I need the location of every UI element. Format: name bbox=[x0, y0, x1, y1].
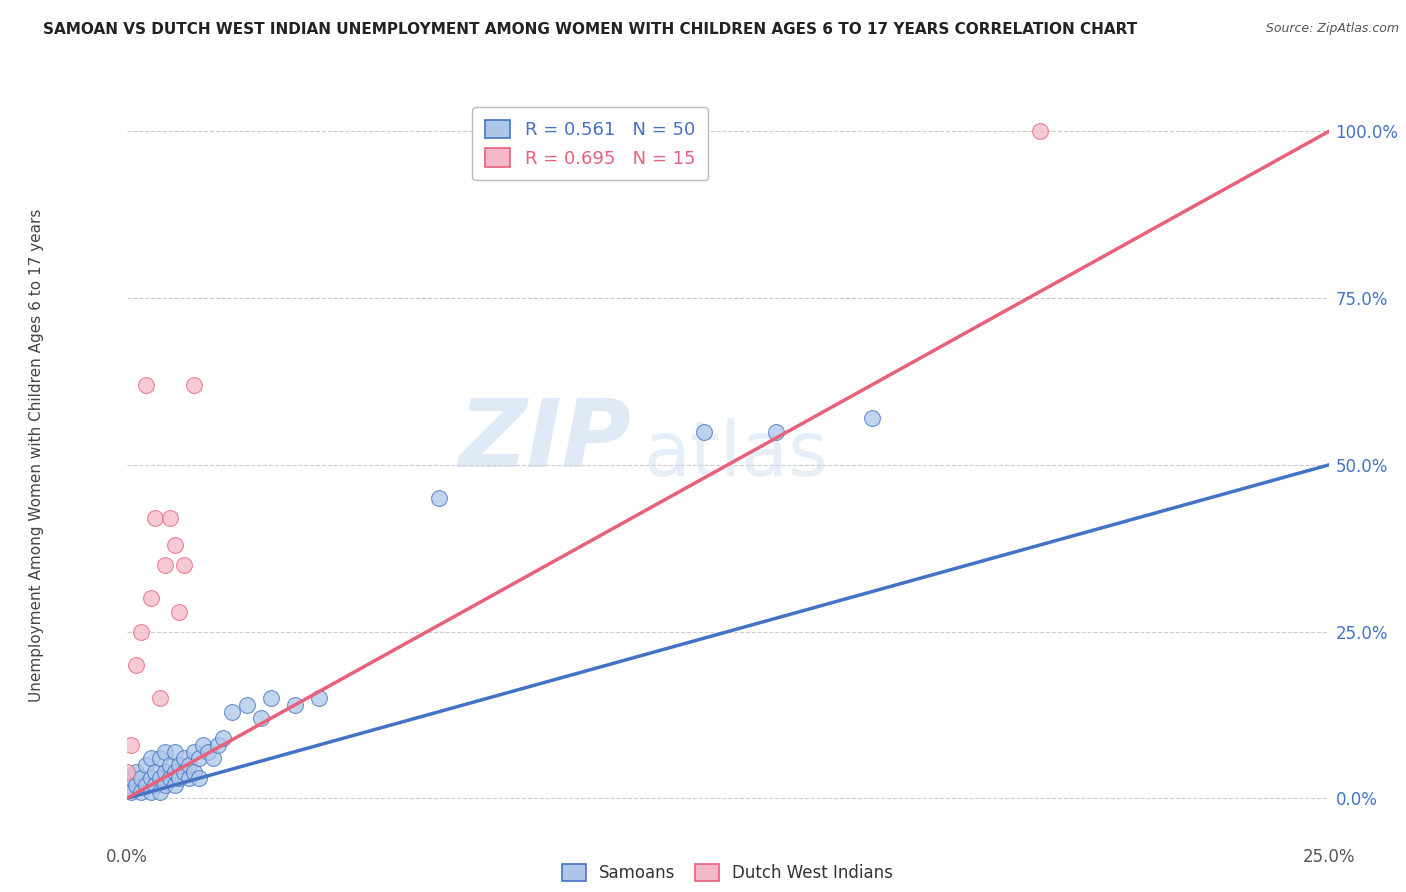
Point bbox=[1029, 124, 1052, 138]
Text: ZIP: ZIP bbox=[458, 394, 631, 487]
Point bbox=[177, 758, 200, 772]
Point bbox=[284, 698, 307, 712]
Point bbox=[163, 538, 186, 552]
Point bbox=[169, 758, 191, 772]
Text: SAMOAN VS DUTCH WEST INDIAN UNEMPLOYMENT AMONG WOMEN WITH CHILDREN AGES 6 TO 17 : SAMOAN VS DUTCH WEST INDIAN UNEMPLOYMENT… bbox=[44, 22, 1137, 37]
Legend: Samoans, Dutch West Indians: Samoans, Dutch West Indians bbox=[555, 857, 900, 889]
Point bbox=[149, 751, 172, 765]
Point bbox=[193, 738, 215, 752]
Point bbox=[153, 745, 176, 759]
Point bbox=[120, 772, 142, 786]
Point bbox=[120, 738, 142, 752]
Point bbox=[183, 745, 205, 759]
Point bbox=[153, 764, 176, 779]
Point bbox=[211, 731, 233, 746]
Point bbox=[187, 751, 209, 765]
Point bbox=[207, 738, 229, 752]
Point bbox=[221, 705, 243, 719]
Point bbox=[765, 425, 787, 439]
Point bbox=[235, 698, 259, 712]
Point bbox=[692, 425, 714, 439]
Point bbox=[163, 764, 186, 779]
Point bbox=[135, 758, 157, 772]
Point bbox=[115, 778, 138, 792]
Point bbox=[173, 751, 195, 765]
Text: Source: ZipAtlas.com: Source: ZipAtlas.com bbox=[1265, 22, 1399, 36]
Point bbox=[427, 491, 450, 506]
Point bbox=[183, 377, 205, 392]
Point bbox=[149, 785, 172, 799]
Point bbox=[135, 377, 157, 392]
Point bbox=[163, 778, 186, 792]
Text: 25.0%: 25.0% bbox=[1302, 848, 1355, 866]
Point bbox=[129, 624, 152, 639]
Point bbox=[187, 772, 209, 786]
Point bbox=[183, 764, 205, 779]
Point bbox=[250, 711, 273, 725]
Point bbox=[139, 591, 162, 606]
Point bbox=[153, 778, 176, 792]
Point bbox=[169, 772, 191, 786]
Point bbox=[202, 751, 225, 765]
Point bbox=[120, 785, 142, 799]
Point bbox=[139, 785, 162, 799]
Point bbox=[125, 764, 148, 779]
Point bbox=[149, 772, 172, 786]
Point bbox=[145, 778, 167, 792]
Point bbox=[135, 778, 157, 792]
Point bbox=[129, 772, 152, 786]
Point bbox=[159, 758, 181, 772]
Point bbox=[169, 605, 191, 619]
Point bbox=[145, 764, 167, 779]
Point bbox=[149, 691, 172, 706]
Point bbox=[173, 558, 195, 572]
Text: 0.0%: 0.0% bbox=[105, 848, 148, 866]
Point bbox=[159, 772, 181, 786]
Point bbox=[173, 764, 195, 779]
Point bbox=[115, 764, 138, 779]
Point bbox=[125, 778, 148, 792]
Point bbox=[145, 511, 167, 525]
Point bbox=[125, 658, 148, 673]
Point bbox=[153, 558, 176, 572]
Point bbox=[177, 772, 200, 786]
Text: Unemployment Among Women with Children Ages 6 to 17 years: Unemployment Among Women with Children A… bbox=[30, 208, 44, 702]
Text: atlas: atlas bbox=[644, 418, 828, 491]
Point bbox=[139, 751, 162, 765]
Point bbox=[139, 772, 162, 786]
Point bbox=[159, 511, 181, 525]
Point bbox=[308, 691, 330, 706]
Point bbox=[163, 745, 186, 759]
Point bbox=[129, 785, 152, 799]
Point bbox=[860, 411, 883, 425]
Point bbox=[197, 745, 219, 759]
Point bbox=[260, 691, 283, 706]
